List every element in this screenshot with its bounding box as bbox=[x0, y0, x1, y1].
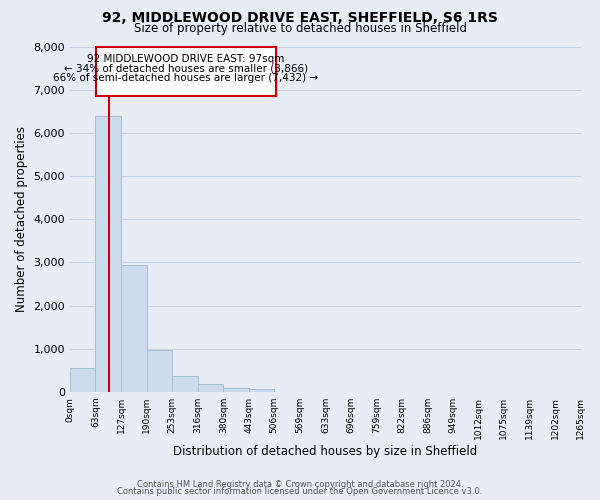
Bar bbox=[197, 384, 223, 392]
Bar bbox=[95, 116, 121, 392]
Text: 92 MIDDLEWOOD DRIVE EAST: 97sqm: 92 MIDDLEWOOD DRIVE EAST: 97sqm bbox=[88, 54, 285, 64]
Bar bbox=[121, 266, 147, 392]
X-axis label: Distribution of detached houses by size in Sheffield: Distribution of detached houses by size … bbox=[173, 444, 478, 458]
Bar bbox=[223, 388, 249, 392]
Bar bbox=[172, 376, 197, 392]
Text: Size of property relative to detached houses in Sheffield: Size of property relative to detached ho… bbox=[133, 22, 467, 35]
FancyBboxPatch shape bbox=[96, 46, 276, 96]
Bar bbox=[147, 350, 172, 392]
Text: 66% of semi-detached houses are larger (7,432) →: 66% of semi-detached houses are larger (… bbox=[53, 72, 319, 83]
Text: ← 34% of detached houses are smaller (3,866): ← 34% of detached houses are smaller (3,… bbox=[64, 63, 308, 73]
Text: Contains HM Land Registry data © Crown copyright and database right 2024.: Contains HM Land Registry data © Crown c… bbox=[137, 480, 463, 489]
Y-axis label: Number of detached properties: Number of detached properties bbox=[15, 126, 28, 312]
Text: Contains public sector information licensed under the Open Government Licence v3: Contains public sector information licen… bbox=[118, 487, 482, 496]
Bar bbox=[70, 368, 95, 392]
Text: 92, MIDDLEWOOD DRIVE EAST, SHEFFIELD, S6 1RS: 92, MIDDLEWOOD DRIVE EAST, SHEFFIELD, S6… bbox=[102, 11, 498, 25]
Bar bbox=[249, 390, 274, 392]
